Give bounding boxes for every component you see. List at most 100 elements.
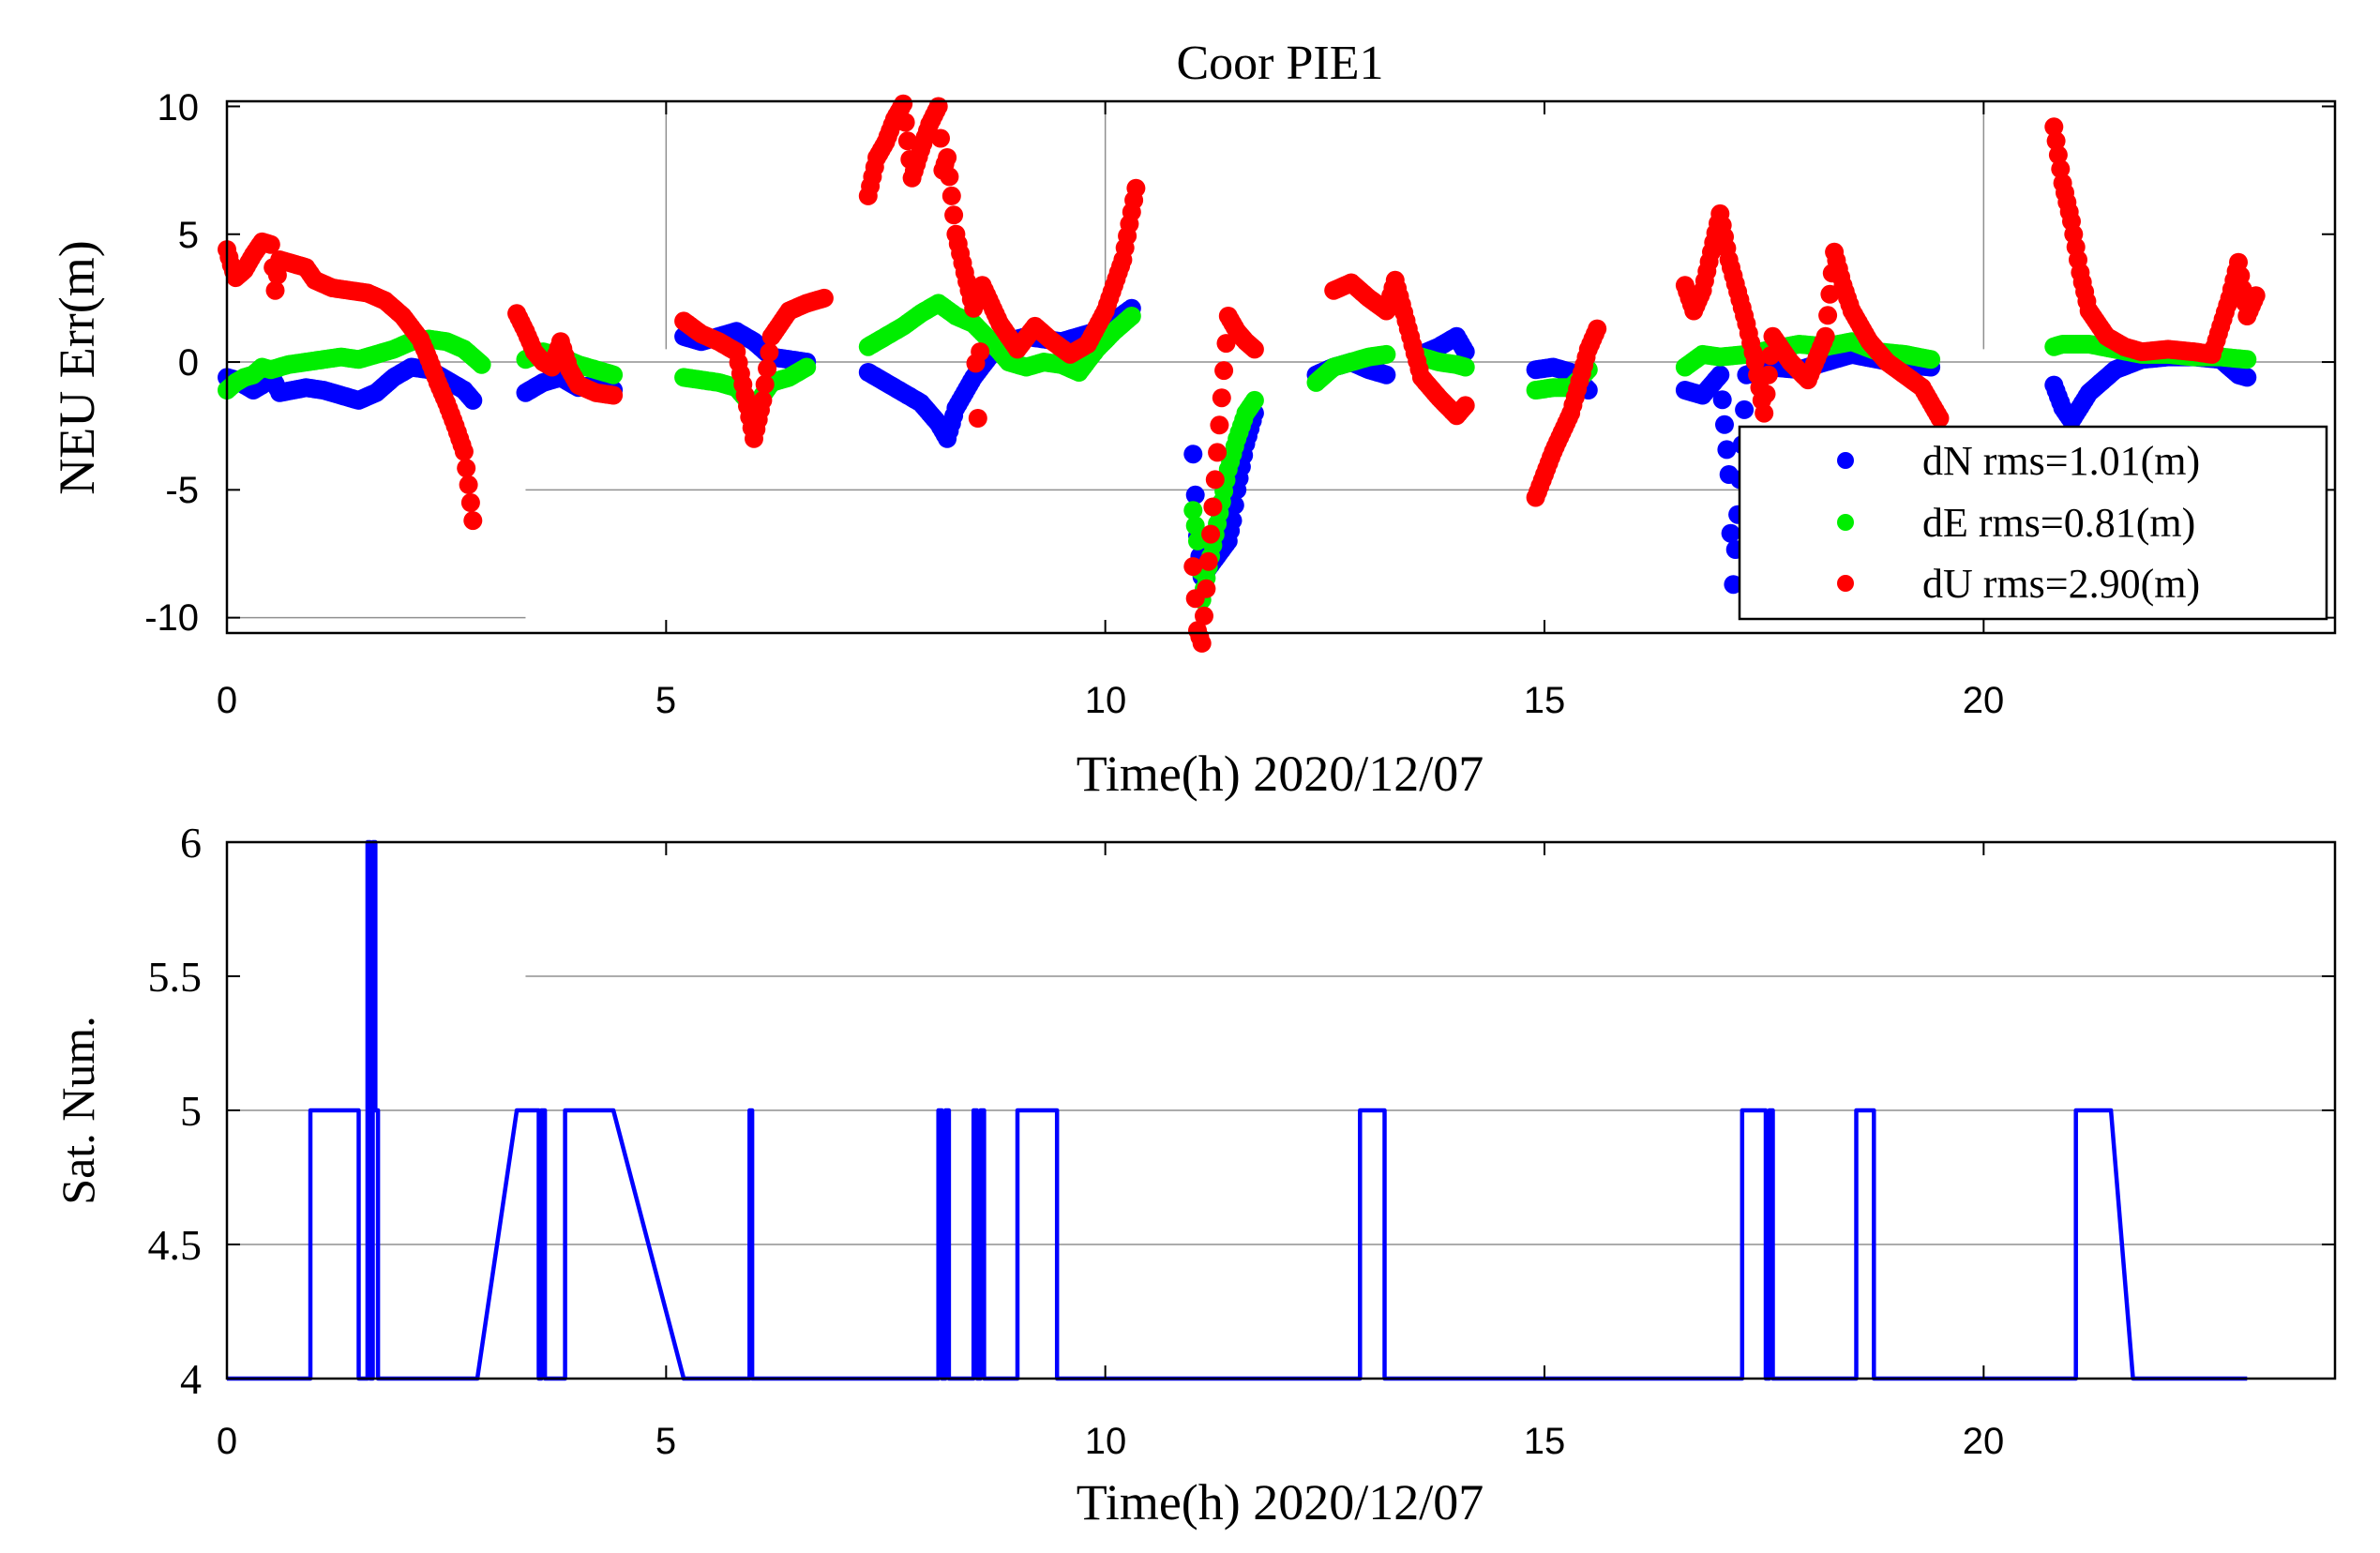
point-dU [457, 459, 476, 478]
point-dU [2051, 159, 2071, 179]
sat-ytick-label: 5 [180, 1087, 202, 1135]
point-dU [928, 97, 948, 116]
sat-xtick-label: 0 [217, 1421, 237, 1462]
point-dU [1815, 326, 1835, 346]
point-dU [604, 385, 624, 405]
point-dU [931, 128, 950, 148]
point-dN [1377, 365, 1396, 384]
point-dU [1588, 319, 1607, 339]
point-dU [760, 342, 779, 362]
point-dU [1212, 388, 1231, 408]
sat-ytick-label: 6 [180, 819, 202, 867]
sat-ytick-label: 4.5 [148, 1221, 203, 1269]
point-dU [460, 493, 480, 512]
sat-ytick-label: 5.5 [148, 953, 203, 1001]
legend-marker-dN [1837, 452, 1854, 469]
point-dU [1198, 551, 1218, 571]
point-dN [1185, 485, 1205, 505]
neu-xtick-label: 5 [655, 680, 676, 721]
point-dU [964, 298, 984, 318]
point-dU [1455, 396, 1475, 415]
neu-xtick-label: 0 [217, 680, 237, 721]
point-dU [1818, 306, 1838, 325]
point-dU [1195, 606, 1213, 626]
point-dE [1921, 350, 1941, 369]
point-dN [1183, 445, 1203, 464]
sat-num-line [227, 839, 2248, 1381]
point-dU [267, 265, 287, 285]
point-dU [1930, 409, 1950, 428]
sat-xtick-label: 10 [1085, 1421, 1127, 1462]
legend: dN rms=1.01(m) dE rms=0.81(m) dU rms=2.9… [1738, 425, 2328, 621]
neu-xtick-label: 10 [1085, 680, 1127, 721]
point-dU [1820, 284, 1840, 304]
sat-x-axis-label: Time(h) 2020/12/07 [1077, 1474, 1484, 1530]
point-dU [1244, 339, 1264, 359]
point-dU [2046, 131, 2066, 151]
point-dU [896, 113, 915, 132]
neu-ticks: 10 5 0 -5 -10 0 5 10 15 20 [144, 87, 2335, 721]
point-dN [1735, 400, 1755, 419]
legend-marker-dU [1837, 575, 1854, 592]
point-dN [1712, 390, 1732, 410]
point-dN [1717, 440, 1737, 460]
neu-ytick-label: 10 [158, 87, 200, 128]
sat-ticks: 6 5.5 5 4.5 4 0 5 10 15 20 [148, 819, 2335, 1462]
point-dE [604, 365, 624, 384]
sat-xtick-label: 5 [655, 1421, 676, 1462]
point-dU [968, 409, 987, 428]
point-dE [1244, 390, 1264, 410]
point-dN [1721, 523, 1740, 543]
point-dU [454, 442, 474, 461]
point-dN [2237, 368, 2257, 387]
neu-ytick-label: -10 [144, 597, 199, 639]
neu-ytick-label: 0 [178, 342, 199, 384]
legend-label-dE: dE rms=0.81(m) [1922, 500, 2195, 546]
point-dU [2044, 117, 2064, 137]
point-dU [894, 94, 913, 113]
sat-xtick-label: 20 [1963, 1421, 2005, 1462]
point-dU [940, 167, 959, 187]
point-dN [1724, 575, 1743, 595]
point-dE [472, 354, 491, 374]
sat-xtick-label: 15 [1524, 1421, 1566, 1462]
point-dU [1216, 334, 1236, 354]
point-dU [1210, 415, 1229, 435]
point-dN [1715, 415, 1734, 434]
legend-marker-dE [1837, 514, 1854, 531]
point-dU [459, 475, 478, 494]
point-dE [1377, 344, 1396, 364]
neu-ytick-label: -5 [165, 470, 199, 511]
point-dE [2237, 350, 2257, 369]
point-dU [1203, 497, 1223, 517]
sat-ytick-label: 4 [180, 1355, 202, 1403]
neu-x-axis-label: Time(h) 2020/12/07 [1077, 746, 1484, 802]
point-dU [941, 186, 961, 205]
point-dU [1197, 579, 1216, 598]
chart-title: Coor PIE1 [1177, 37, 1384, 90]
point-dE [1455, 357, 1475, 377]
point-dU [1758, 365, 1778, 384]
point-dU [261, 234, 280, 254]
sat-line-layer [227, 839, 2248, 1381]
point-dU [2246, 286, 2266, 306]
neu-y-axis-label: NEU Err(m) [49, 240, 105, 494]
point-dE [1183, 501, 1203, 520]
neu-error-panel: Coor PIE1 10 5 0 -5 -10 0 5 10 15 20 Tim… [49, 37, 2337, 802]
point-dU [1205, 470, 1225, 490]
point-dU [897, 131, 917, 151]
point-dE [1122, 307, 1141, 325]
point-dU [265, 280, 285, 300]
point-dU [755, 374, 775, 394]
point-dU [1756, 384, 1776, 404]
point-dU [1126, 178, 1146, 198]
point-dU [938, 148, 957, 167]
sat-y-axis-label: Sat. Num. [52, 1016, 104, 1204]
point-dU [1208, 443, 1228, 462]
neu-scatter-points [218, 94, 2266, 653]
point-dU [1214, 361, 1234, 381]
point-dN [463, 390, 483, 410]
point-dU [971, 342, 990, 362]
point-dU [2048, 145, 2068, 165]
legend-label-dU: dU rms=2.90(m) [1922, 561, 2200, 607]
